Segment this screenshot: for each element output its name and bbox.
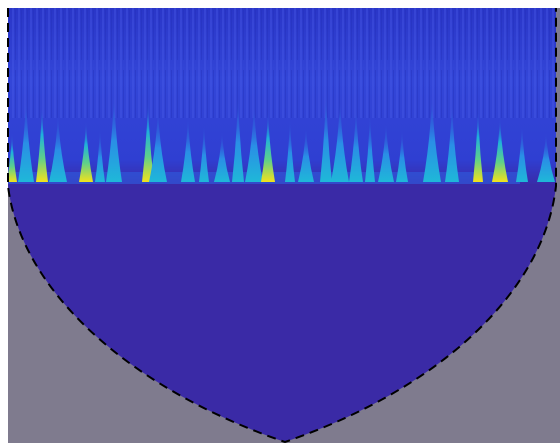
page: (() => { const svg = document.getElement… xyxy=(0,0,560,443)
scalogram xyxy=(0,0,560,443)
noise-texture xyxy=(8,8,556,118)
